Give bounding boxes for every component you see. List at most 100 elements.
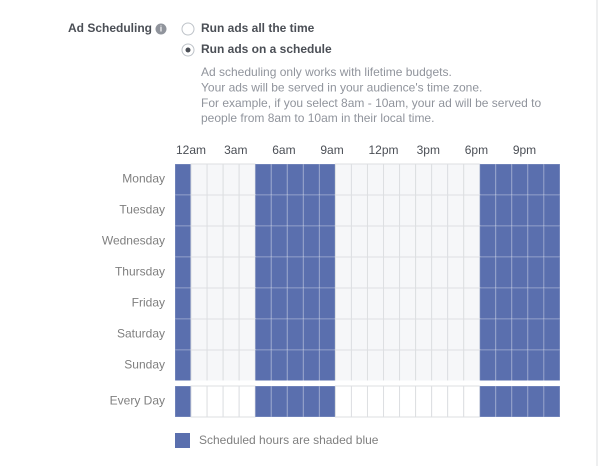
scheduled-cell[interactable] (527, 194, 545, 227)
scheduled-cell[interactable] (495, 287, 513, 320)
cell[interactable] (399, 256, 417, 289)
scheduled-cell[interactable] (511, 194, 529, 227)
scheduled-cell[interactable] (511, 318, 529, 351)
cell[interactable] (238, 385, 256, 418)
cell[interactable] (350, 349, 368, 382)
cell[interactable] (190, 256, 208, 289)
cell[interactable] (222, 194, 240, 227)
cell[interactable] (206, 385, 224, 418)
cell[interactable] (399, 349, 417, 382)
cell[interactable] (399, 318, 417, 351)
scheduled-cell[interactable] (270, 225, 288, 258)
cell[interactable] (463, 287, 481, 320)
cell[interactable] (415, 194, 433, 227)
scheduled-cell[interactable] (302, 385, 320, 418)
cell[interactable] (399, 385, 417, 418)
scheduled-cell[interactable] (543, 318, 561, 351)
cell[interactable] (383, 256, 401, 289)
scheduled-cell[interactable] (479, 256, 497, 289)
cell[interactable] (463, 349, 481, 382)
scheduled-cell[interactable] (302, 194, 320, 227)
cell[interactable] (463, 318, 481, 351)
cell[interactable] (366, 318, 385, 351)
scheduled-cell[interactable] (495, 349, 513, 382)
info-icon[interactable] (155, 23, 167, 35)
scheduled-cell[interactable] (254, 385, 272, 418)
cell[interactable] (399, 194, 417, 227)
scheduled-cell[interactable] (479, 385, 497, 418)
scheduled-cell[interactable] (302, 225, 320, 258)
scheduled-cell[interactable] (318, 194, 336, 227)
cell[interactable] (334, 349, 352, 382)
scheduled-cell[interactable] (254, 318, 272, 351)
cell[interactable] (399, 225, 417, 258)
scheduled-cell[interactable] (543, 225, 561, 258)
scheduled-cell[interactable] (270, 318, 288, 351)
cell[interactable] (350, 318, 368, 351)
cell[interactable] (238, 256, 256, 289)
cell[interactable] (206, 163, 224, 196)
cell[interactable] (415, 318, 433, 351)
cell[interactable] (399, 163, 417, 196)
scheduled-cell[interactable] (174, 256, 192, 289)
cell[interactable] (350, 194, 368, 227)
cell[interactable] (431, 318, 449, 351)
cell[interactable] (334, 287, 352, 320)
radio[interactable] (181, 22, 195, 36)
cell[interactable] (206, 225, 224, 258)
scheduled-cell[interactable] (479, 163, 497, 196)
cell[interactable] (238, 287, 256, 320)
scheduled-cell[interactable] (174, 318, 192, 351)
cell[interactable] (334, 225, 352, 258)
scheduled-cell[interactable] (302, 256, 320, 289)
scheduled-cell[interactable] (318, 318, 336, 351)
scheduled-cell[interactable] (270, 385, 288, 418)
scheduled-cell[interactable] (286, 385, 304, 418)
cell[interactable] (190, 349, 208, 382)
cell[interactable] (447, 287, 465, 320)
scheduled-cell[interactable] (174, 349, 192, 382)
scheduled-cell[interactable] (254, 287, 272, 320)
cell[interactable] (415, 349, 433, 382)
scheduled-cell[interactable] (511, 349, 529, 382)
cell[interactable] (415, 385, 433, 418)
scheduled-cell[interactable] (286, 318, 304, 351)
cell[interactable] (190, 194, 208, 227)
scheduled-cell[interactable] (527, 318, 545, 351)
cell[interactable] (431, 225, 449, 258)
cell[interactable] (447, 163, 465, 196)
cell[interactable] (431, 385, 449, 418)
scheduled-cell[interactable] (174, 225, 192, 258)
cell[interactable] (238, 194, 256, 227)
scheduled-cell[interactable] (174, 163, 192, 196)
scheduled-cell[interactable] (302, 318, 320, 351)
cell[interactable] (238, 318, 256, 351)
cell[interactable] (238, 349, 256, 382)
cell[interactable] (447, 385, 465, 418)
cell[interactable] (190, 225, 208, 258)
scheduled-cell[interactable] (495, 385, 513, 418)
scheduled-cell[interactable] (527, 163, 545, 196)
cell[interactable] (383, 225, 401, 258)
cell[interactable] (350, 163, 368, 196)
cell[interactable] (190, 385, 208, 418)
scheduled-cell[interactable] (302, 349, 320, 382)
cell[interactable] (334, 385, 352, 418)
scheduled-cell[interactable] (286, 194, 304, 227)
scheduled-cell[interactable] (174, 287, 192, 320)
cell[interactable] (431, 256, 449, 289)
cell[interactable] (334, 256, 352, 289)
cell[interactable] (350, 385, 368, 418)
radio-label[interactable]: Run ads all the time (201, 21, 315, 35)
scheduled-cell[interactable] (527, 256, 545, 289)
cell[interactable] (238, 163, 256, 196)
cell[interactable] (447, 256, 465, 289)
cell[interactable] (366, 194, 385, 227)
scheduled-cell[interactable] (495, 318, 513, 351)
cell[interactable] (366, 287, 385, 320)
scheduled-cell[interactable] (286, 225, 304, 258)
cell[interactable] (366, 256, 385, 289)
cell[interactable] (463, 194, 481, 227)
scheduled-cell[interactable] (318, 287, 336, 320)
cell[interactable] (463, 385, 481, 418)
